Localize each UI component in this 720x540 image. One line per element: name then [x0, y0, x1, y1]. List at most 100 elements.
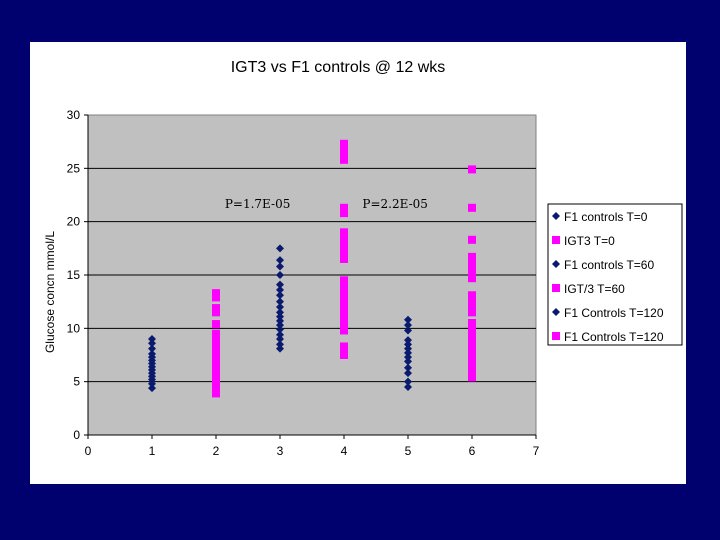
data-point	[468, 269, 476, 278]
legend-entry: F1 controls T=60	[564, 258, 654, 272]
data-point	[468, 304, 476, 313]
p-value-annotation: P=1.7E-05	[225, 197, 291, 211]
data-point	[468, 357, 476, 366]
data-point	[468, 257, 476, 266]
data-point	[468, 323, 476, 332]
data-point	[404, 369, 412, 378]
data-point	[148, 379, 156, 388]
data-point	[212, 363, 220, 372]
data-point	[276, 285, 284, 294]
data-point	[340, 322, 348, 331]
data-point	[148, 335, 156, 343]
data-point	[340, 346, 348, 355]
data-point	[148, 384, 156, 393]
data-point	[276, 344, 284, 353]
data-point	[212, 376, 220, 385]
legend-entry: F1 Controls T=120	[564, 306, 664, 320]
data-point	[212, 329, 220, 338]
data-point	[148, 344, 156, 353]
data-point	[276, 280, 284, 289]
data-point	[340, 313, 348, 322]
data-point	[212, 304, 220, 313]
data-point	[468, 299, 476, 308]
legend-marker	[552, 284, 560, 292]
p-value-annotation: P=2.2E-05	[362, 197, 428, 211]
data-point	[468, 336, 476, 345]
data-point	[468, 265, 476, 274]
data-point	[340, 150, 348, 159]
data-point	[404, 383, 412, 391]
chart-title: IGT3 vs F1 controls @ 12 wks	[231, 59, 446, 76]
data-point	[404, 336, 412, 345]
data-point	[212, 385, 220, 394]
data-point	[212, 355, 220, 364]
x-tick-label: 0	[85, 444, 92, 458]
data-point	[340, 255, 348, 263]
data-point	[404, 315, 412, 324]
legend-marker	[552, 260, 560, 268]
data-point	[468, 261, 476, 270]
data-point	[276, 297, 284, 306]
data-point	[340, 276, 348, 285]
data-point	[404, 340, 412, 349]
x-tick-label: 7	[533, 444, 540, 458]
y-tick-label: 25	[67, 161, 81, 175]
data-point	[468, 308, 476, 317]
data-point	[212, 380, 220, 389]
data-point	[468, 327, 476, 336]
data-point	[212, 368, 220, 377]
legend-marker	[552, 212, 560, 220]
data-point	[212, 346, 220, 355]
data-point	[404, 348, 412, 357]
y-axis-title: Glucose concn mmol/L	[43, 231, 57, 353]
data-point	[276, 271, 284, 279]
y-tick-label: 5	[73, 375, 80, 389]
data-point	[468, 295, 476, 304]
data-point	[212, 351, 220, 359]
data-point	[468, 235, 476, 244]
data-point	[212, 293, 220, 302]
y-tick-label: 0	[73, 428, 80, 442]
y-tick-label: 20	[67, 215, 81, 229]
legend-marker	[552, 308, 560, 316]
data-point	[212, 333, 220, 342]
data-point	[148, 339, 156, 348]
legend-box	[547, 203, 683, 346]
data-point	[212, 359, 220, 368]
data-point	[340, 283, 348, 292]
x-tick-label: 6	[469, 444, 476, 458]
data-point	[404, 363, 412, 372]
y-tick-label: 10	[67, 321, 81, 335]
data-point	[468, 344, 476, 353]
data-point	[212, 308, 220, 317]
data-point	[276, 303, 284, 311]
data-point	[404, 353, 412, 362]
data-point	[340, 326, 348, 335]
data-point	[212, 372, 220, 381]
data-point	[468, 319, 476, 327]
data-point	[340, 203, 348, 212]
data-point	[404, 357, 412, 366]
y-tick-label: 15	[67, 268, 81, 282]
data-point	[340, 228, 348, 237]
data-point	[276, 262, 284, 271]
data-point	[276, 321, 284, 330]
x-tick-label: 5	[405, 444, 412, 458]
data-point	[340, 309, 348, 318]
data-point	[404, 344, 412, 353]
data-point	[468, 340, 476, 349]
legend-entry: IGT3 T=0	[564, 234, 615, 248]
data-point	[276, 291, 284, 300]
data-point	[340, 351, 348, 359]
x-tick-label: 2	[213, 444, 220, 458]
data-point	[276, 330, 284, 339]
data-point	[340, 296, 348, 305]
chart-panel: IGT3 vs F1 controls @ 12 wks 0 5 10 15 20 25 3…	[30, 42, 686, 484]
data-point	[276, 335, 284, 343]
data-point	[468, 348, 476, 357]
data-point	[340, 244, 348, 253]
data-point	[212, 289, 220, 298]
data-point	[212, 389, 220, 398]
data-point	[468, 291, 476, 300]
data-point	[468, 361, 476, 370]
